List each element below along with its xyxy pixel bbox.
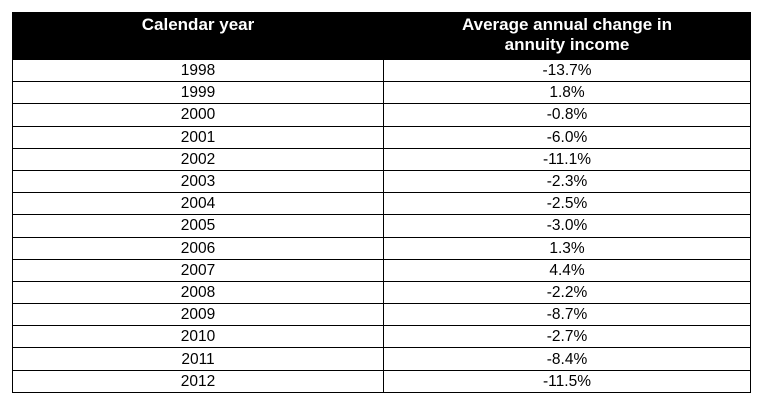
change-cell: -13.7% — [383, 58, 751, 83]
change-cell: -3.0% — [383, 214, 751, 238]
table-row: 2002 -11.1% — [12, 147, 751, 171]
table-row: 2008 -2.2% — [12, 280, 751, 305]
year-cell: 2004 — [12, 192, 384, 216]
table-row: 1999 1.8% — [12, 81, 751, 105]
year-cell: 2011 — [12, 347, 384, 371]
header-cell-calendar-year: Calendar year — [12, 12, 384, 60]
change-cell: -2.2% — [383, 280, 751, 305]
year-cell: 1999 — [12, 81, 384, 105]
change-cell: -2.7% — [383, 325, 751, 349]
change-cell: -0.8% — [383, 103, 751, 127]
year-cell: 2002 — [12, 147, 384, 171]
table-row: 2004 -2.5% — [12, 192, 751, 216]
change-cell: -11.1% — [383, 147, 751, 171]
year-cell: 2010 — [12, 325, 384, 349]
table-body: 1998 -13.7% 1999 1.8% 2000 -0.8% 2001 -6… — [12, 58, 751, 393]
table-row: 2003 -2.3% — [12, 169, 751, 194]
table-row: 2011 -8.4% — [12, 347, 751, 371]
header-row: Calendar year Average annual change in a… — [12, 12, 751, 60]
table-row: 2010 -2.7% — [12, 325, 751, 349]
change-cell: -11.5% — [383, 369, 751, 393]
table-row: 2005 -3.0% — [12, 214, 751, 238]
change-cell: -8.4% — [383, 347, 751, 371]
header-cell-annual-change: Average annual change in annuity income — [383, 12, 751, 60]
table-row: 2000 -0.8% — [12, 103, 751, 127]
year-cell: 2008 — [12, 280, 384, 305]
change-cell: 1.8% — [383, 81, 751, 105]
year-cell: 2000 — [12, 103, 384, 127]
table-row: 1998 -13.7% — [12, 58, 751, 83]
year-cell: 2006 — [12, 236, 384, 260]
change-cell: -2.3% — [383, 169, 751, 194]
table-row: 2006 1.3% — [12, 236, 751, 260]
table-row: 2012 -11.5% — [12, 369, 751, 393]
year-cell: 2001 — [12, 125, 384, 149]
change-cell: -6.0% — [383, 125, 751, 149]
year-cell: 2007 — [12, 258, 384, 282]
change-cell: 1.3% — [383, 236, 751, 260]
year-cell: 2005 — [12, 214, 384, 238]
header-label-calendar-year: Calendar year — [141, 15, 255, 34]
change-cell: -2.5% — [383, 192, 751, 216]
table-header: Calendar year Average annual change in a… — [12, 12, 751, 60]
year-cell: 2003 — [12, 169, 384, 194]
year-cell: 2012 — [12, 369, 384, 393]
table-row: 2001 -6.0% — [12, 125, 751, 149]
year-cell: 1998 — [12, 58, 384, 83]
year-cell: 2009 — [12, 303, 384, 327]
change-cell: 4.4% — [383, 258, 751, 282]
change-cell: -8.7% — [383, 303, 751, 327]
table-row: 2007 4.4% — [12, 258, 751, 282]
header-label-annual-change-line2: annuity income — [504, 35, 630, 54]
table-row: 2009 -8.7% — [12, 303, 751, 327]
annuity-change-table: Calendar year Average annual change in a… — [12, 12, 751, 393]
header-label-annual-change-line1: Average annual change in — [461, 15, 673, 34]
